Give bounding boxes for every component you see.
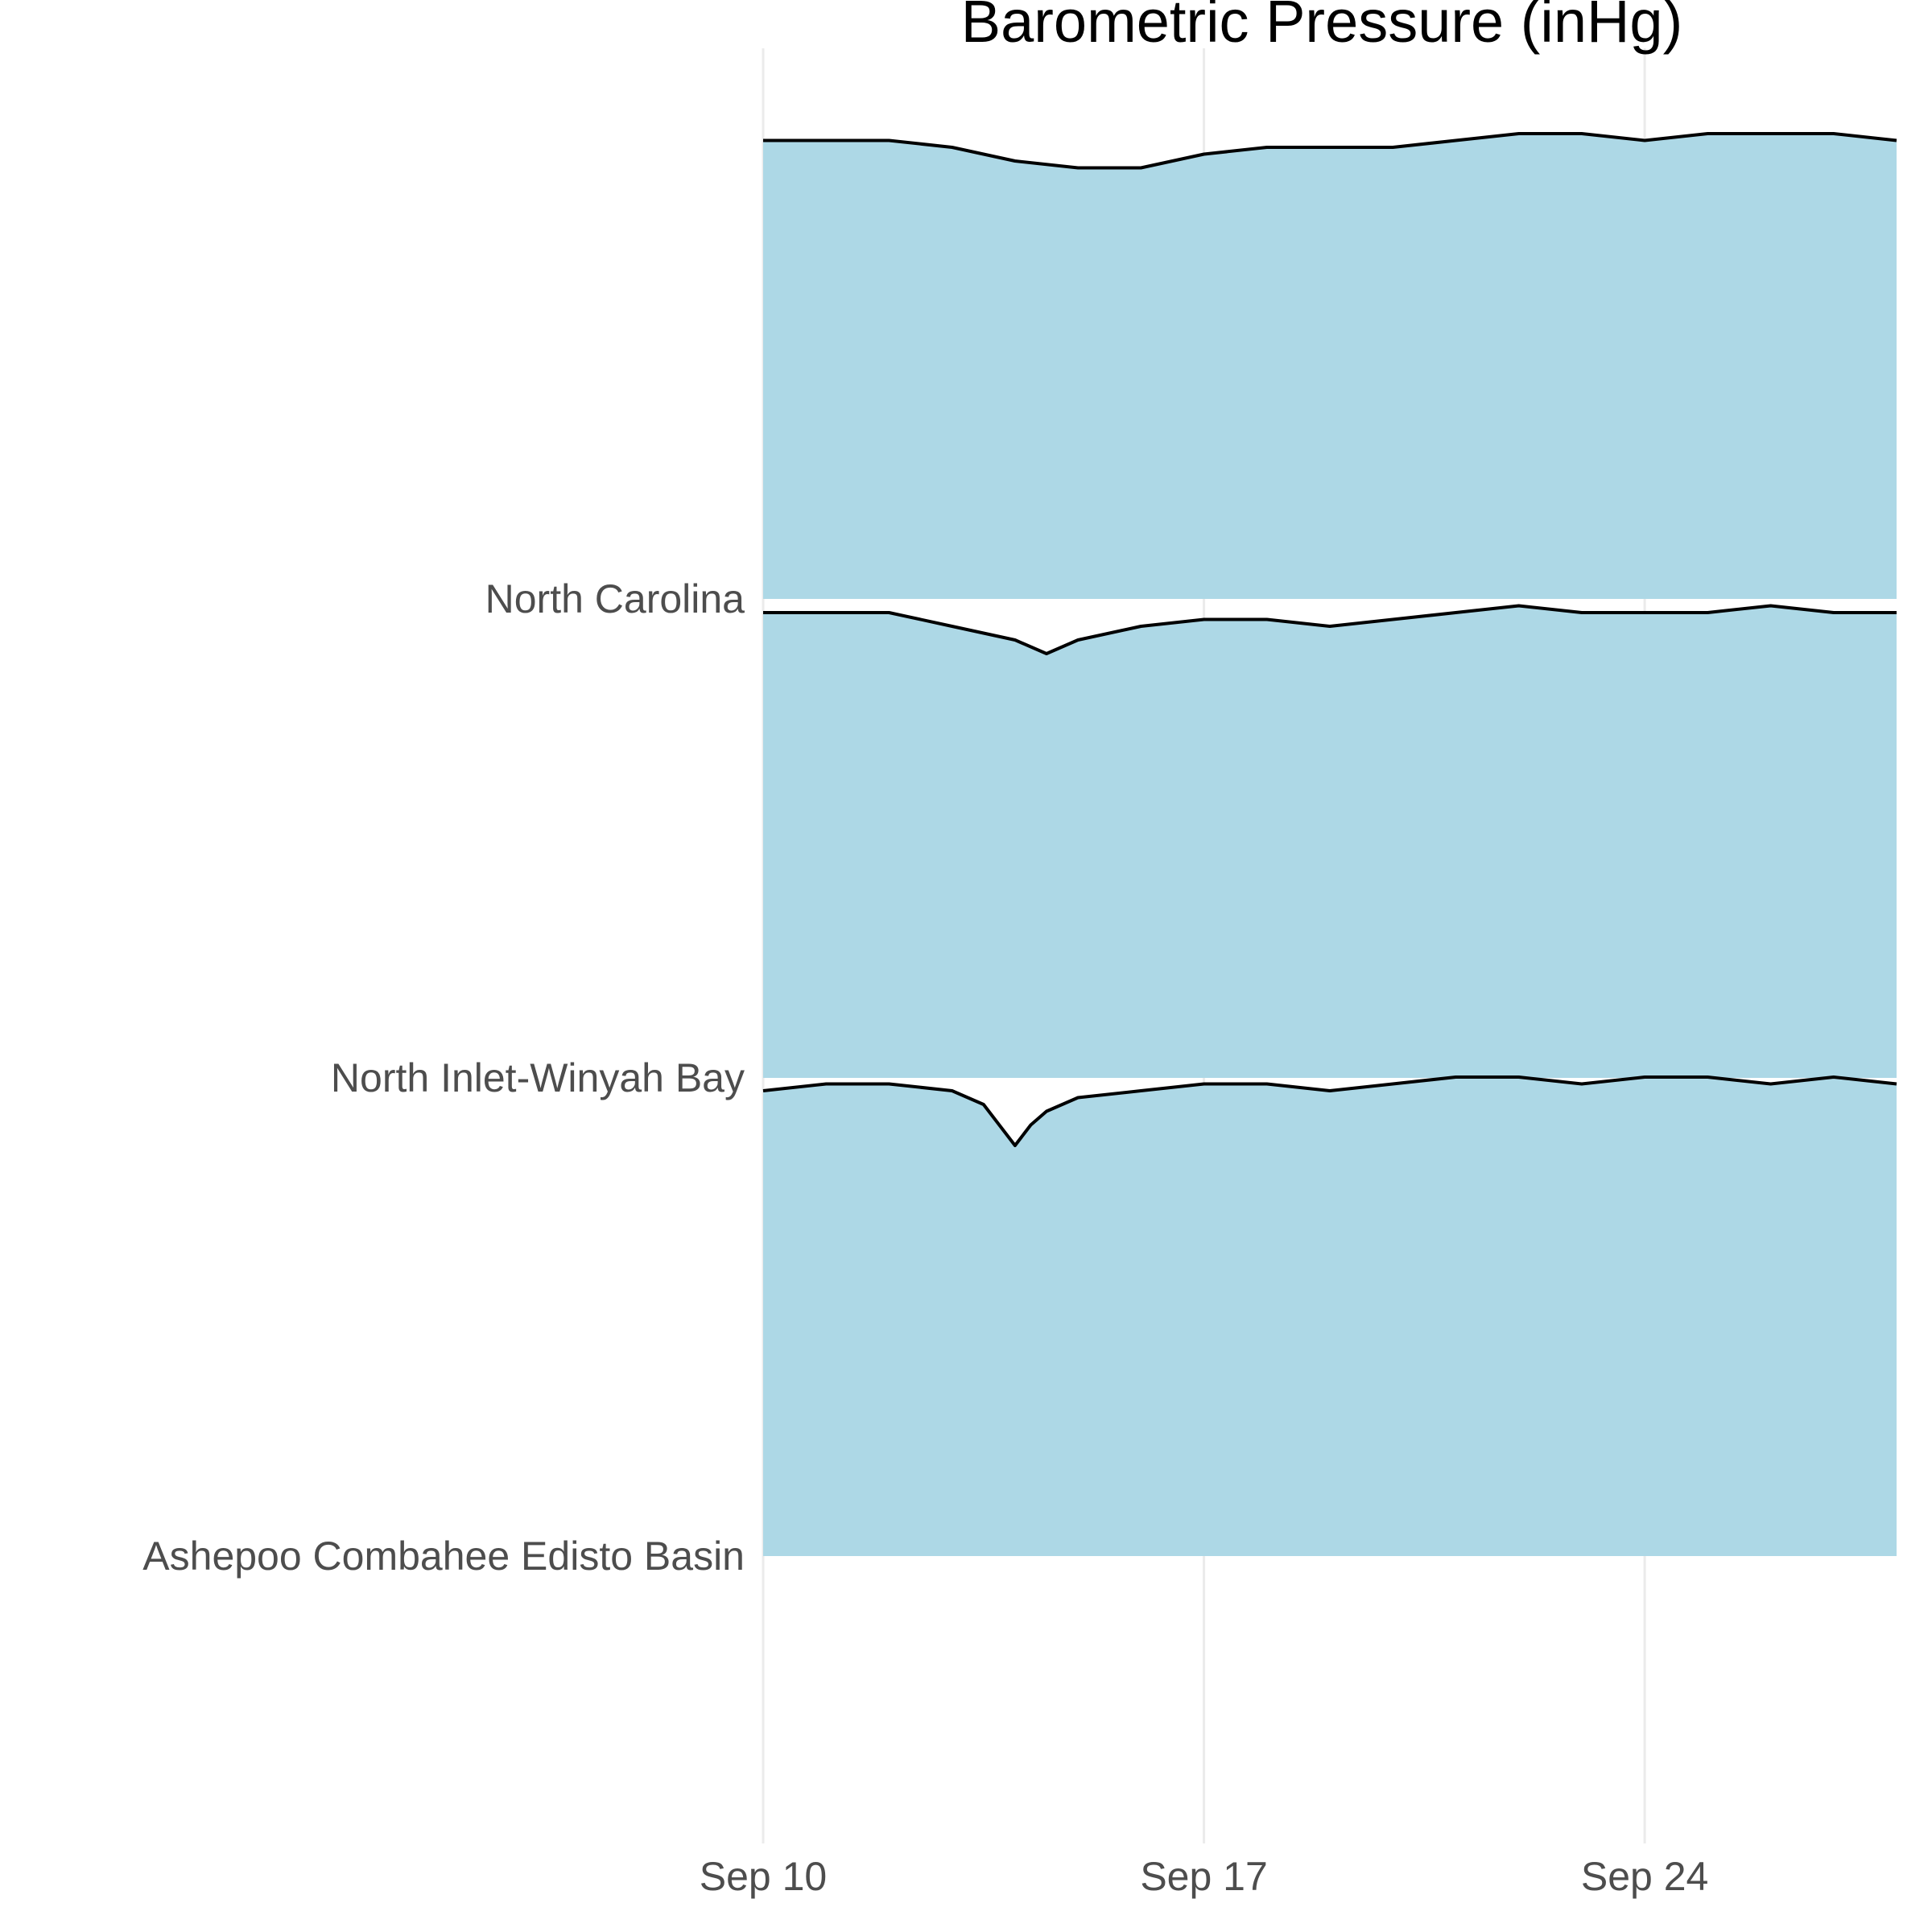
y-tick-label: North Carolina xyxy=(485,576,745,621)
ridge-line-north-carolina xyxy=(763,132,1897,170)
ridge-area-ashepoo-combahee-edisto-basin xyxy=(763,1077,1897,1556)
y-tick-label: Ashepoo Combahee Edisto Basin xyxy=(142,1534,745,1579)
y-tick-labels: Ashepoo Combahee Edisto Basin North Inlet… xyxy=(142,576,745,1579)
y-tick-label: North Inlet-Winyah Bay xyxy=(331,1055,745,1100)
ridge-line-north-inlet-winyah-bay xyxy=(763,604,1897,655)
x-tick-labels: Sep 10 Sep 17 Sep 24 xyxy=(700,1854,1709,1899)
ridge-area-north-carolina xyxy=(763,134,1897,599)
x-tick-label: Sep 17 xyxy=(1140,1854,1267,1899)
ridge-north-carolina xyxy=(763,132,1897,599)
ridge-area-north-inlet-winyah-bay xyxy=(763,605,1897,1078)
x-tick-label: Sep 24 xyxy=(1581,1854,1708,1899)
x-tick-label: Sep 10 xyxy=(700,1854,827,1899)
chart-title: Barometric Pressure (inHg) xyxy=(961,0,1682,55)
ridge-north-inlet-winyah-bay xyxy=(763,604,1897,1078)
ridge-ashepoo-combahee-edisto-basin xyxy=(762,1075,1897,1556)
ridge-line-ashepoo-combahee-edisto-basin xyxy=(762,1075,1897,1147)
ridges xyxy=(762,132,1897,1556)
